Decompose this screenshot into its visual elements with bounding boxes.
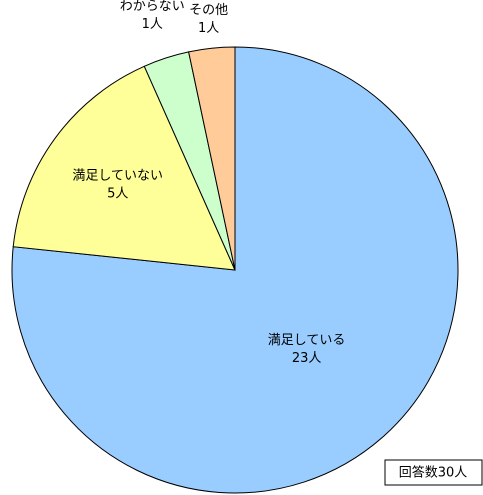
- slice-value-label: 1人: [198, 21, 219, 36]
- slice-label: わからない: [120, 0, 185, 14]
- pie-slice: [188, 46, 236, 271]
- slice-value-label: 23人: [292, 351, 322, 366]
- annotation: 回答数30人: [399, 465, 468, 481]
- slice-label: その他: [189, 3, 228, 18]
- pie-slice: [11, 46, 459, 494]
- slice-value-label: 1人: [142, 17, 163, 32]
- slice-label: 満足していない: [72, 168, 163, 183]
- slice-value-label: 5人: [107, 186, 128, 201]
- pie-slice: [12, 65, 236, 271]
- annotation-box: [384, 459, 483, 486]
- slice-label: 満足している: [268, 333, 346, 348]
